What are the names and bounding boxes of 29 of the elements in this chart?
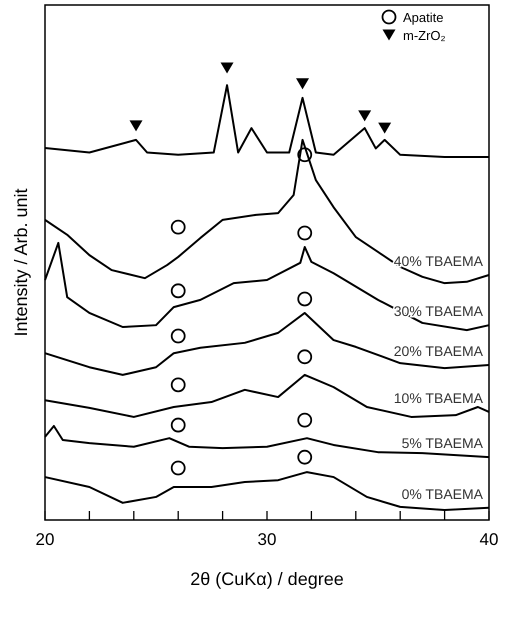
legend-label: m-ZrO₂ — [403, 28, 446, 43]
series-label: 0% TBAEMA — [402, 486, 484, 502]
point — [130, 120, 143, 132]
point — [297, 226, 312, 240]
x-tick-label: 20 — [36, 530, 54, 549]
x-tick-label: 30 — [258, 530, 276, 549]
x-axis-title: 2θ (CuKα) / degree — [190, 569, 344, 589]
legend-label: Apatite — [403, 10, 444, 25]
point — [170, 460, 186, 476]
series-label: 10% TBAEMA — [394, 390, 484, 406]
point — [220, 62, 234, 74]
point — [297, 147, 312, 162]
point — [170, 283, 186, 298]
point — [170, 377, 186, 392]
point — [296, 78, 310, 90]
point — [358, 110, 372, 122]
point — [378, 122, 392, 134]
x-tick-label: 40 — [480, 530, 498, 549]
point — [297, 349, 312, 364]
point — [170, 418, 186, 432]
point — [297, 412, 312, 428]
series-label: 20% TBAEMA — [394, 342, 484, 359]
series-label: 40% TBAEMA — [394, 253, 484, 270]
point — [297, 292, 312, 306]
point — [170, 328, 186, 344]
y-axis-title: Intensity / Arb. unit — [11, 188, 31, 337]
series-label: 5% TBAEMA — [402, 435, 484, 452]
point — [297, 450, 312, 465]
point — [170, 220, 186, 235]
